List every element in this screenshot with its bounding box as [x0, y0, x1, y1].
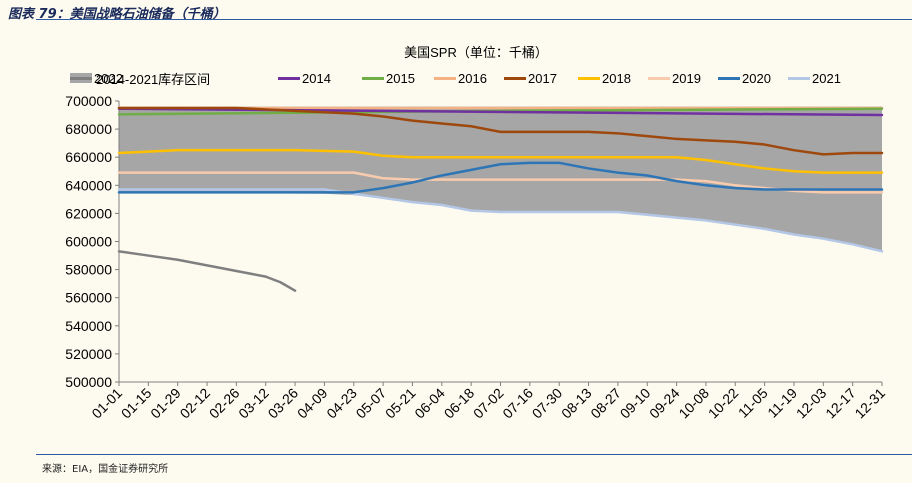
legend-swatch: [362, 76, 384, 80]
legend-label: 2021: [812, 70, 841, 86]
y-tick-label: 540000: [65, 318, 112, 334]
y-tick-label: 500000: [65, 374, 112, 390]
legend-label: 2015: [386, 70, 415, 86]
y-tick-labels: 500000 520000 540000 560000 580000 600000 6200…: [65, 93, 112, 390]
x-tick-label: 08-13: [558, 385, 595, 422]
figure-title: 图表 79：美国战略石油储备（千桶）: [8, 7, 226, 22]
series-line-2017: [117, 106, 884, 156]
y-tick-label: 560000: [65, 290, 112, 306]
x-tick-label: 05-07: [353, 385, 390, 422]
chart-legend: 2014-2021库存区间 2014 2015 2016 2017 2018 2019 202…: [70, 70, 890, 87]
x-tick-label: 01-15: [118, 385, 155, 422]
legend-label: 2017: [528, 70, 557, 86]
x-tick-label: 04-09: [294, 385, 331, 422]
x-tick-label: 08-27: [587, 385, 624, 422]
legend-label: 2022: [94, 70, 123, 86]
x-tick-label: 03-12: [235, 385, 272, 422]
x-tick-label: 02-26: [206, 385, 243, 422]
y-tick-label: 520000: [65, 346, 112, 362]
x-tick-label: 07-16: [499, 385, 536, 422]
series-line-2019: [117, 171, 884, 194]
x-tick-label: 01-29: [147, 385, 184, 422]
y-tick-label: 660000: [65, 149, 112, 165]
x-tick-label: 07-30: [529, 385, 566, 422]
x-tick-label: 06-18: [441, 385, 478, 422]
legend-swatch: [434, 76, 456, 80]
x-tick-label: 10-08: [675, 385, 712, 422]
legend-swatch: [788, 76, 810, 80]
source-note: 来源：EIA，国金证券研究所: [42, 464, 169, 475]
x-tick-label: 03-26: [265, 385, 302, 422]
legend-swatch: [278, 76, 300, 80]
series-line-2021: [117, 188, 884, 253]
legend-swatch: [70, 76, 92, 80]
legend-label: 2020: [742, 70, 771, 86]
x-tick-label: 09-10: [617, 385, 654, 422]
legend-label: 2016: [458, 70, 487, 86]
y-tick-label: 600000: [65, 234, 112, 250]
legend-item-2016: 2016: [434, 70, 487, 86]
legend-label: 2018: [602, 70, 631, 86]
x-tick-label: 12-31: [851, 385, 888, 422]
top-rule: [36, 19, 912, 20]
y-tick-label: 680000: [65, 121, 112, 137]
legend-item-2021: 2021: [788, 70, 841, 86]
series-line-2018: [117, 148, 884, 174]
legend-label: 2019: [672, 70, 701, 86]
x-tick-label: 06-04: [411, 385, 448, 422]
legend-swatch: [648, 76, 670, 80]
series-line-2014: [117, 107, 884, 117]
legend-item-2020: 2020: [718, 70, 771, 86]
x-tick-label: 04-23: [323, 385, 360, 422]
legend-item-2022: 2022: [70, 70, 123, 86]
x-tick-label: 05-21: [382, 385, 419, 422]
legend-item-2019: 2019: [648, 70, 701, 86]
series-layer: [117, 106, 884, 292]
x-tick-label: 12-17: [822, 385, 859, 422]
x-tick-label: 09-24: [646, 385, 683, 422]
series-line-2022: [117, 250, 297, 292]
legend-swatch: [504, 76, 526, 80]
legend-swatch: [718, 76, 740, 80]
legend-item-2015: 2015: [362, 70, 415, 86]
y-tick-label: 640000: [65, 177, 112, 193]
chart-title: 美国SPR（单位：千桶）: [404, 45, 548, 60]
x-tick-label: 12-03: [793, 385, 830, 422]
series-line-2020: [117, 161, 884, 194]
y-tick-label: 700000: [65, 93, 112, 109]
spr-line-chart: 美国SPR（单位：千桶） 500000 520000 540000 560000 580…: [65, 45, 888, 422]
y-tick-label: 580000: [65, 262, 112, 278]
x-tick-label: 11-05: [735, 385, 771, 421]
legend-label: 2014: [302, 70, 331, 86]
x-tick-label: 07-02: [470, 385, 507, 422]
legend-label: 2014-2021库存区间: [96, 71, 211, 87]
x-tick-label: 01-01: [88, 385, 125, 422]
x-tick-label: 10-22: [705, 385, 742, 422]
legend-swatch: [578, 76, 600, 80]
y-tick-label: 620000: [65, 205, 112, 221]
x-tick-labels: 01-0101-1501-2902-1202-2603-1203-2604-09…: [88, 385, 888, 422]
bottom-rule: [36, 454, 912, 455]
legend-item-2014: 2014: [278, 70, 331, 86]
x-tick-label: 02-12: [177, 385, 214, 422]
x-tick-label: 11-19: [764, 385, 800, 421]
axes: [115, 100, 883, 386]
legend-item-2017: 2017: [504, 70, 557, 86]
legend-item-2018: 2018: [578, 70, 631, 86]
